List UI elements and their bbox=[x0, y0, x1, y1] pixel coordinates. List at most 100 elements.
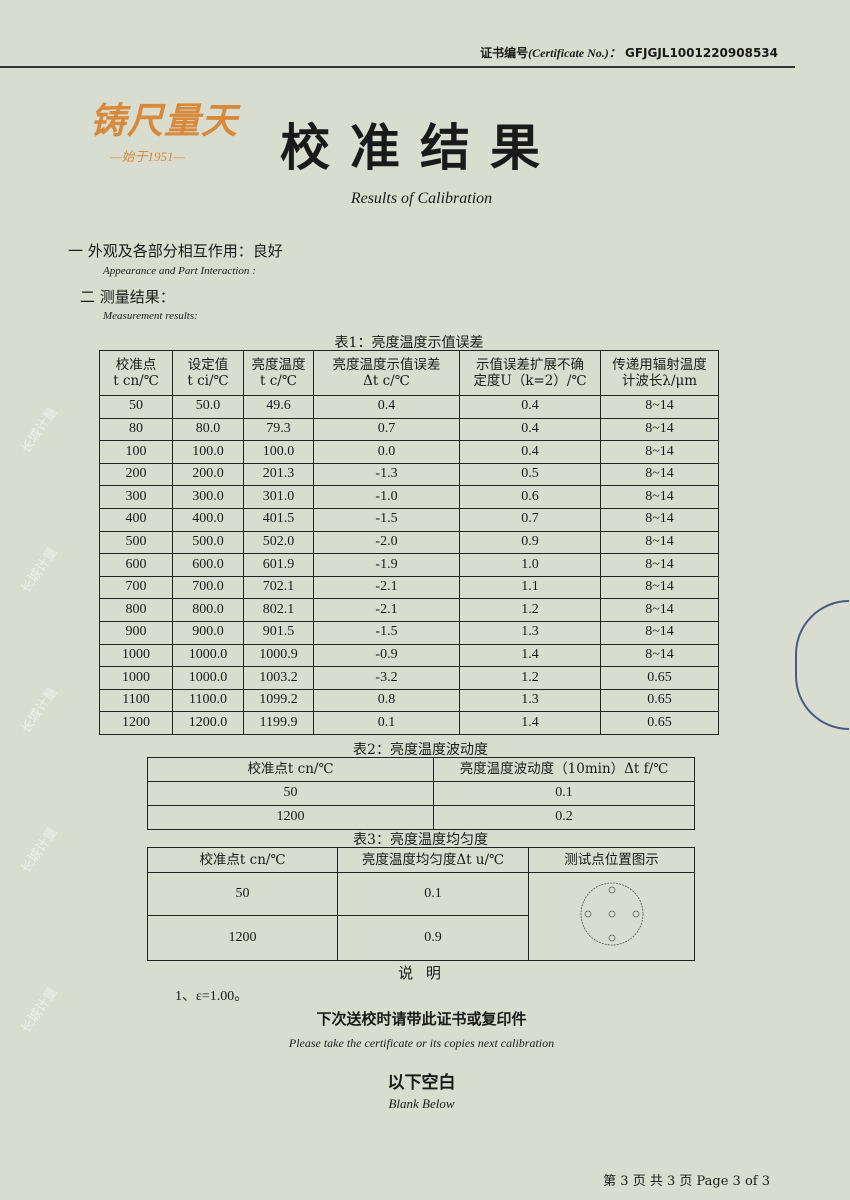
table-cell: 1100.0 bbox=[172, 688, 244, 713]
table-cell: 1.1 bbox=[459, 575, 601, 600]
table-cell: 8~14 bbox=[600, 598, 719, 622]
table-cell: 8~14 bbox=[600, 395, 719, 419]
table-cell: 502.0 bbox=[243, 530, 314, 555]
watermark: 长城计量 bbox=[18, 405, 61, 457]
table1-header: 亮度温度 t c/℃ bbox=[243, 350, 314, 396]
table-cell: 0.4 bbox=[459, 440, 601, 464]
cert-label-en: (Certificate No.)： bbox=[528, 46, 621, 60]
table-cell: 1000 bbox=[99, 666, 173, 690]
table-cell: -1.9 bbox=[313, 553, 460, 577]
table-cell: 1100 bbox=[99, 688, 173, 713]
table-cell: 50 bbox=[147, 781, 434, 806]
page-number: 第 3 页 共 3 页 Page 3 of 3 bbox=[603, 1174, 770, 1189]
table1: 校准点 t cn/℃ 设定值 t ci/℃ 亮度温度 t c/℃ 亮度温度示值误差 Δt c/… bbox=[99, 350, 719, 735]
logo-subtitle: —始于1951— bbox=[110, 149, 186, 164]
table-row: 200 200.0 201.3 -1.3 0.5 8~14 bbox=[99, 462, 719, 487]
test-point-diagram bbox=[528, 872, 695, 961]
header-line: 示值误差扩展不确 bbox=[476, 356, 584, 373]
header-line: 计波长λ/μm bbox=[621, 373, 698, 389]
table2-caption: 表2：亮度温度波动度 bbox=[353, 742, 488, 758]
table-cell: 1200 bbox=[99, 711, 173, 735]
table-cell: 600 bbox=[99, 553, 173, 577]
table1-header: 亮度温度示值误差 Δt c/℃ bbox=[313, 350, 460, 396]
table-cell: 901.5 bbox=[243, 620, 314, 645]
table-cell: 0.65 bbox=[600, 688, 719, 713]
table-cell: 80.0 bbox=[172, 417, 244, 442]
table-row: 500 500.0 502.0 -2.0 0.9 8~14 bbox=[99, 530, 719, 555]
table1-header: 示值误差扩展不确 定度U（k=2）/℃ bbox=[459, 350, 601, 396]
table-cell: 0.1 bbox=[337, 872, 529, 916]
table-cell: -1.0 bbox=[313, 485, 460, 509]
header-line: 亮度温度示值误差 bbox=[332, 356, 441, 373]
table3: 校准点t cn/℃ 亮度温度均匀度Δt u/℃ 测试点位置图示 50 0.1 1200… bbox=[147, 847, 695, 961]
table-cell: 1000.0 bbox=[172, 666, 244, 690]
table1-header: 传递用辐射温度 计波长λ/μm bbox=[600, 350, 719, 396]
table-cell: 1.3 bbox=[459, 688, 601, 713]
table-cell: 1000.0 bbox=[172, 643, 244, 668]
table-row: 1200 1200.0 1199.9 0.1 1.4 0.65 bbox=[99, 711, 719, 735]
table-cell: 400 bbox=[99, 507, 173, 532]
table-cell: 500 bbox=[99, 530, 173, 555]
table-row: 50 0.1 bbox=[147, 781, 695, 806]
table-row: 600 600.0 601.9 -1.9 1.0 8~14 bbox=[99, 553, 719, 577]
table-cell: 1200 bbox=[147, 805, 434, 830]
table-cell: 50 bbox=[99, 395, 173, 419]
table-row: 80 80.0 79.3 0.7 0.4 8~14 bbox=[99, 417, 719, 442]
table-row: 100 100.0 100.0 0.0 0.4 8~14 bbox=[99, 440, 719, 464]
table-row: 900 900.0 901.5 -1.5 1.3 8~14 bbox=[99, 620, 719, 645]
table-cell: 200.0 bbox=[172, 462, 244, 487]
table2-header: 校准点t cn/℃ bbox=[147, 757, 434, 782]
section-measurement-en: Measurement results: bbox=[103, 310, 198, 322]
table-row: 50 50.0 49.6 0.4 0.4 8~14 bbox=[99, 395, 719, 419]
table-cell: 401.5 bbox=[243, 507, 314, 532]
table-cell: 201.3 bbox=[243, 462, 314, 487]
table-cell: 8~14 bbox=[600, 620, 719, 645]
header-line: 亮度温度 bbox=[251, 356, 306, 373]
test-point-diagram-icon bbox=[580, 882, 643, 945]
table-cell: 300 bbox=[99, 485, 173, 509]
table-row: 700 700.0 702.1 -2.1 1.1 8~14 bbox=[99, 575, 719, 600]
watermark: 长城计量 bbox=[18, 825, 61, 877]
table-cell: 0.65 bbox=[600, 711, 719, 735]
table-cell: 0.4 bbox=[313, 395, 460, 419]
watermark: 长城计量 bbox=[18, 685, 61, 737]
table-cell: 0.4 bbox=[459, 395, 601, 419]
table-cell: 8~14 bbox=[600, 417, 719, 442]
blank-below: 以下空白 bbox=[387, 1073, 456, 1093]
header-line: 设定值 bbox=[187, 356, 229, 373]
header-line: t cn/℃ bbox=[113, 373, 159, 389]
table1-caption: 表1：亮度温度示值误差 bbox=[334, 335, 484, 351]
table-cell: 1.0 bbox=[459, 553, 601, 577]
table-cell: 0.1 bbox=[433, 781, 695, 806]
section-measurement: 二 测量结果： bbox=[80, 288, 175, 306]
table-cell: 300.0 bbox=[172, 485, 244, 509]
table-row: 400 400.0 401.5 -1.5 0.7 8~14 bbox=[99, 507, 719, 532]
table3-caption: 表3：亮度温度均匀度 bbox=[353, 832, 488, 848]
logo: 铸尺量天 bbox=[90, 100, 239, 142]
table-cell: 0.9 bbox=[459, 530, 601, 555]
table-cell: 600.0 bbox=[172, 553, 244, 577]
table-cell: 0.65 bbox=[600, 666, 719, 690]
table-cell: 0.8 bbox=[313, 688, 460, 713]
header-line: 校准点 bbox=[115, 356, 157, 373]
table-cell: -0.9 bbox=[313, 643, 460, 668]
table1-header: 校准点 t cn/℃ bbox=[99, 350, 173, 396]
table-row: 300 300.0 301.0 -1.0 0.6 8~14 bbox=[99, 485, 719, 509]
table-cell: 900 bbox=[99, 620, 173, 645]
header-rule bbox=[0, 66, 795, 68]
table-cell: 8~14 bbox=[600, 462, 719, 487]
next-calibration-note: 下次送校时请带此证书或复印件 bbox=[316, 1010, 527, 1028]
official-stamp bbox=[795, 600, 849, 730]
table3-header: 亮度温度均匀度Δt u/℃ bbox=[337, 847, 529, 873]
table-cell: 8~14 bbox=[600, 485, 719, 509]
certificate-number: 证书编号(Certificate No.)： GFJGJL10012209085… bbox=[480, 44, 778, 61]
table-cell: 0.5 bbox=[459, 462, 601, 487]
table-cell: -1.5 bbox=[313, 620, 460, 645]
table-cell: 1.4 bbox=[459, 711, 601, 735]
header-line: 定度U（k=2）/℃ bbox=[473, 373, 587, 389]
blank-below-en: Blank Below bbox=[388, 1096, 455, 1111]
table-cell: 100.0 bbox=[172, 440, 244, 464]
header-line: Δt c/℃ bbox=[363, 373, 410, 389]
table-row: 1000 1000.0 1000.9 -0.9 1.4 8~14 bbox=[99, 643, 719, 668]
table-cell: 49.6 bbox=[243, 395, 314, 419]
